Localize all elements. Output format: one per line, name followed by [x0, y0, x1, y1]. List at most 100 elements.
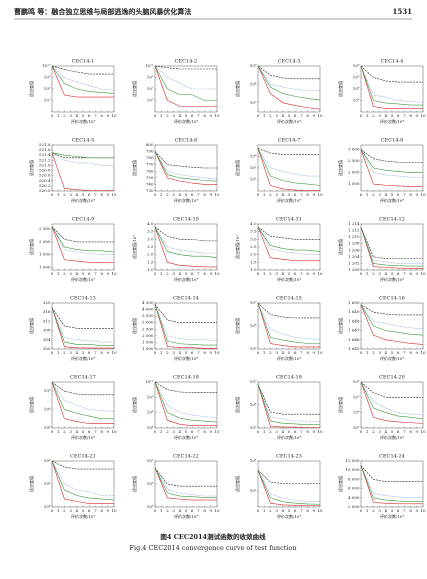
x-tick-label: 2	[372, 508, 375, 513]
x-tick-label: 9	[416, 192, 419, 197]
y-tick-label: 3 500	[142, 313, 154, 318]
x-tick-label: 2	[166, 113, 169, 118]
y-tick-label: 4 500	[142, 300, 154, 305]
x-tick-label: 0	[154, 350, 157, 355]
panel-title: CEC14-16	[379, 296, 405, 302]
y-tick-label: 10³	[353, 425, 360, 430]
x-tick-label: 6	[88, 508, 91, 513]
y-tick-label: 3.5	[250, 229, 257, 234]
y-tick-label: 2 000	[348, 504, 360, 509]
convergence-curve	[257, 148, 320, 191]
y-axis-label: 适应度值	[131, 397, 137, 413]
x-tick-label: 0	[154, 429, 157, 434]
y-tick-label: 10⁷	[147, 86, 154, 91]
x-tick-label: 9	[107, 271, 110, 276]
y-tick-label: 10⁶	[353, 63, 360, 68]
x-tick-label: 10	[111, 113, 117, 118]
x-tick-label: 6	[294, 508, 297, 513]
x-tick-label: 9	[107, 508, 110, 513]
y-tick-label: 790	[146, 149, 154, 154]
y-tick-label: 2 000	[39, 239, 51, 244]
convergence-curve	[257, 226, 320, 255]
convergence-curve	[360, 227, 423, 269]
y-tick-label: 520.8	[39, 168, 51, 173]
x-tick-label: 6	[294, 113, 297, 118]
x-tick-label: 4	[282, 113, 285, 118]
x-tick-label: 10	[420, 113, 426, 118]
plot-frame	[360, 223, 424, 271]
x-tick-label: 9	[210, 271, 213, 276]
convergence-curve	[360, 465, 423, 482]
x-tick-label: 0	[257, 350, 260, 355]
convergence-curve	[257, 469, 320, 502]
x-tick-label: 1	[57, 271, 60, 276]
x-tick-label: 6	[397, 192, 400, 197]
panel-title: CEC14-5	[72, 138, 95, 144]
x-tick-label: 8	[203, 192, 206, 197]
panel-title: CEC14-22	[173, 454, 199, 460]
convergence-curve	[51, 460, 115, 501]
x-tick-label: 4	[179, 192, 182, 197]
convergence-curve	[257, 302, 320, 319]
x-tick-label: 5	[288, 192, 291, 197]
x-tick-label: 4	[179, 508, 182, 513]
x-tick-label: 9	[416, 271, 419, 276]
x-tick-label: 1	[366, 271, 369, 276]
x-axis-label: 评价次数/10⁴	[380, 118, 404, 124]
y-tick-label: 1.5	[250, 259, 257, 264]
plot-frame	[154, 223, 218, 271]
convergence-curve	[154, 226, 217, 242]
panel-title: CEC14-7	[278, 138, 301, 144]
y-tick-label: 740	[146, 181, 154, 186]
x-tick-label: 2	[269, 429, 272, 434]
x-tick-label: 2	[166, 508, 169, 513]
x-tick-label: 0	[257, 192, 260, 197]
y-tick-label: 2 500	[39, 226, 51, 231]
x-tick-label: 2	[166, 429, 169, 434]
convergence-curve	[51, 381, 114, 420]
x-tick-label: 4	[385, 113, 388, 118]
convergence-curve	[51, 307, 114, 346]
x-axis-label: 评价次数/10⁴	[174, 118, 198, 124]
convergence-curve	[360, 304, 424, 330]
x-tick-label: 4	[76, 113, 79, 118]
x-tick-label: 6	[294, 192, 297, 197]
x-tick-label: 4	[179, 113, 182, 118]
y-axis-label: 适应度值	[131, 318, 137, 334]
x-tick-label: 10	[111, 429, 117, 434]
convergence-curve	[257, 384, 320, 415]
x-tick-label: 8	[409, 508, 412, 513]
x-tick-label: 7	[403, 113, 406, 118]
x-tick-label: 5	[185, 508, 188, 513]
x-tick-label: 9	[313, 192, 316, 197]
y-tick-label: 10⁶	[250, 300, 257, 305]
x-tick-label: 6	[88, 192, 91, 197]
x-tick-label: 0	[154, 192, 157, 197]
y-tick-label: 312	[43, 318, 51, 323]
x-tick-label: 2	[269, 508, 272, 513]
x-axis-label: 评价次数/10⁴	[277, 276, 301, 282]
y-tick-label: 1.0	[147, 267, 154, 272]
y-axis-label: 适应度值	[28, 476, 34, 492]
convergence-curve	[51, 460, 114, 470]
x-tick-label: 3	[172, 429, 175, 434]
x-tick-label: 2	[166, 271, 169, 276]
x-axis-label: 评价次数/10⁴	[174, 197, 198, 203]
x-tick-label: 5	[288, 429, 291, 434]
x-tick-label: 1	[160, 429, 163, 434]
convergence-curve	[257, 65, 321, 110]
y-tick-label: 1.5	[147, 259, 154, 264]
x-tick-label: 3	[275, 350, 278, 355]
plot-frame	[257, 302, 321, 350]
y-tick-label: 1 200	[348, 267, 360, 272]
x-tick-label: 2	[372, 350, 375, 355]
convergence-curve	[257, 65, 320, 80]
x-tick-label: 9	[313, 271, 316, 276]
y-tick-label: 1 000	[39, 264, 51, 269]
convergence-curve	[154, 304, 217, 346]
convergence-curve	[154, 65, 217, 90]
x-tick-label: 9	[416, 350, 419, 355]
x-tick-label: 4	[179, 429, 182, 434]
convergence-curve	[360, 65, 423, 109]
